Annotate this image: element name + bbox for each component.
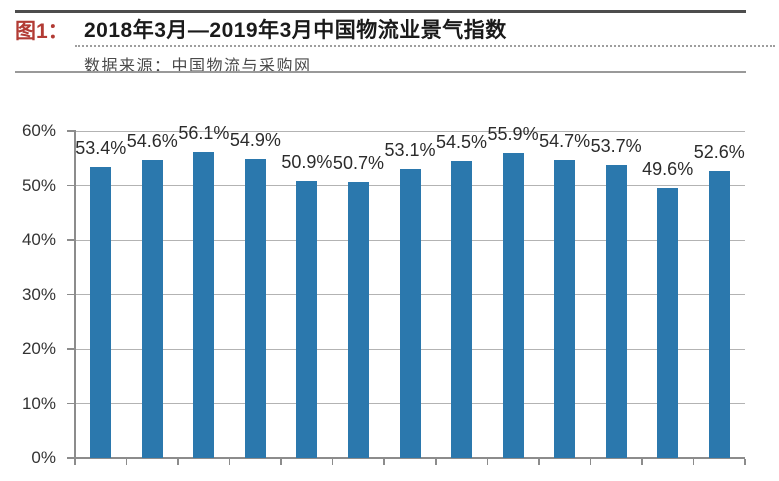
- bar-value-label: 49.6%: [642, 158, 694, 179]
- x-tick-mark: [486, 459, 489, 465]
- header-bottom-rule: [15, 71, 746, 73]
- bar-value-label: 54.7%: [539, 130, 591, 151]
- bar-value-label: 53.7%: [590, 136, 642, 157]
- bar: [451, 160, 473, 458]
- y-tick-mark: [67, 457, 75, 459]
- y-tick-label: 50%: [21, 175, 56, 195]
- x-tick-mark: [744, 459, 746, 465]
- bar: [502, 153, 524, 458]
- x-tick-mark: [177, 459, 179, 465]
- y-tick-mark: [67, 184, 75, 187]
- bar: [141, 160, 163, 458]
- x-tick-mark: [228, 459, 231, 465]
- x-tick-mark: [383, 459, 385, 465]
- bar: [244, 158, 266, 458]
- x-tick-mark: [74, 459, 76, 465]
- data-source-label: 数据来源：中国物流与采购网: [84, 58, 312, 75]
- x-axis-line: [73, 457, 745, 459]
- header-top-rule: [15, 10, 746, 13]
- bar-value-label: 54.5%: [436, 131, 488, 152]
- bar: [554, 159, 576, 458]
- y-tick-mark: [67, 130, 75, 132]
- y-tick-label: 30%: [21, 284, 56, 304]
- bar: [296, 180, 318, 458]
- y-tick-label: 20%: [21, 339, 56, 358]
- bar-value-label: 53.1%: [384, 139, 436, 160]
- y-tick-mark: [67, 402, 75, 405]
- bar-value-label: 50.9%: [281, 151, 333, 172]
- x-tick-mark: [692, 459, 695, 465]
- gridline: [75, 130, 745, 132]
- x-tick-mark: [331, 459, 334, 465]
- y-tick-label: 40%: [21, 230, 56, 249]
- x-tick-mark: [435, 459, 437, 465]
- bar: [605, 165, 627, 458]
- x-tick-mark: [280, 459, 282, 465]
- bar-value-label: 53.4%: [75, 137, 127, 158]
- x-tick-mark: [125, 459, 128, 465]
- y-tick-mark: [67, 239, 75, 241]
- y-tick-label: 0%: [31, 448, 56, 467]
- dotted-divider: [75, 45, 775, 47]
- x-tick-mark: [641, 459, 643, 465]
- bar: [90, 166, 112, 458]
- bar: [347, 181, 369, 458]
- bar-value-label: 54.6%: [126, 131, 178, 152]
- bar: [193, 152, 215, 458]
- x-tick-mark: [538, 459, 540, 465]
- y-tick-mark: [67, 293, 75, 296]
- bar-value-label: 55.9%: [487, 124, 539, 145]
- bar: [708, 171, 730, 458]
- y-axis-line: [73, 130, 76, 459]
- bar-value-label: 56.1%: [178, 123, 230, 144]
- figure-tag: 图1：: [15, 20, 69, 43]
- y-tick-label: 60%: [21, 121, 56, 140]
- bar-value-label: 52.6%: [693, 142, 745, 163]
- bar-value-label: 50.7%: [332, 152, 384, 173]
- chart-title: 2018年3月—2019年3月中国物流业景气指数: [84, 19, 507, 42]
- bar: [657, 187, 679, 458]
- bar: [399, 168, 421, 458]
- y-tick-label: 10%: [21, 393, 56, 413]
- x-tick-mark: [589, 459, 592, 465]
- y-tick-mark: [67, 348, 75, 350]
- bar-value-label: 54.9%: [229, 129, 281, 150]
